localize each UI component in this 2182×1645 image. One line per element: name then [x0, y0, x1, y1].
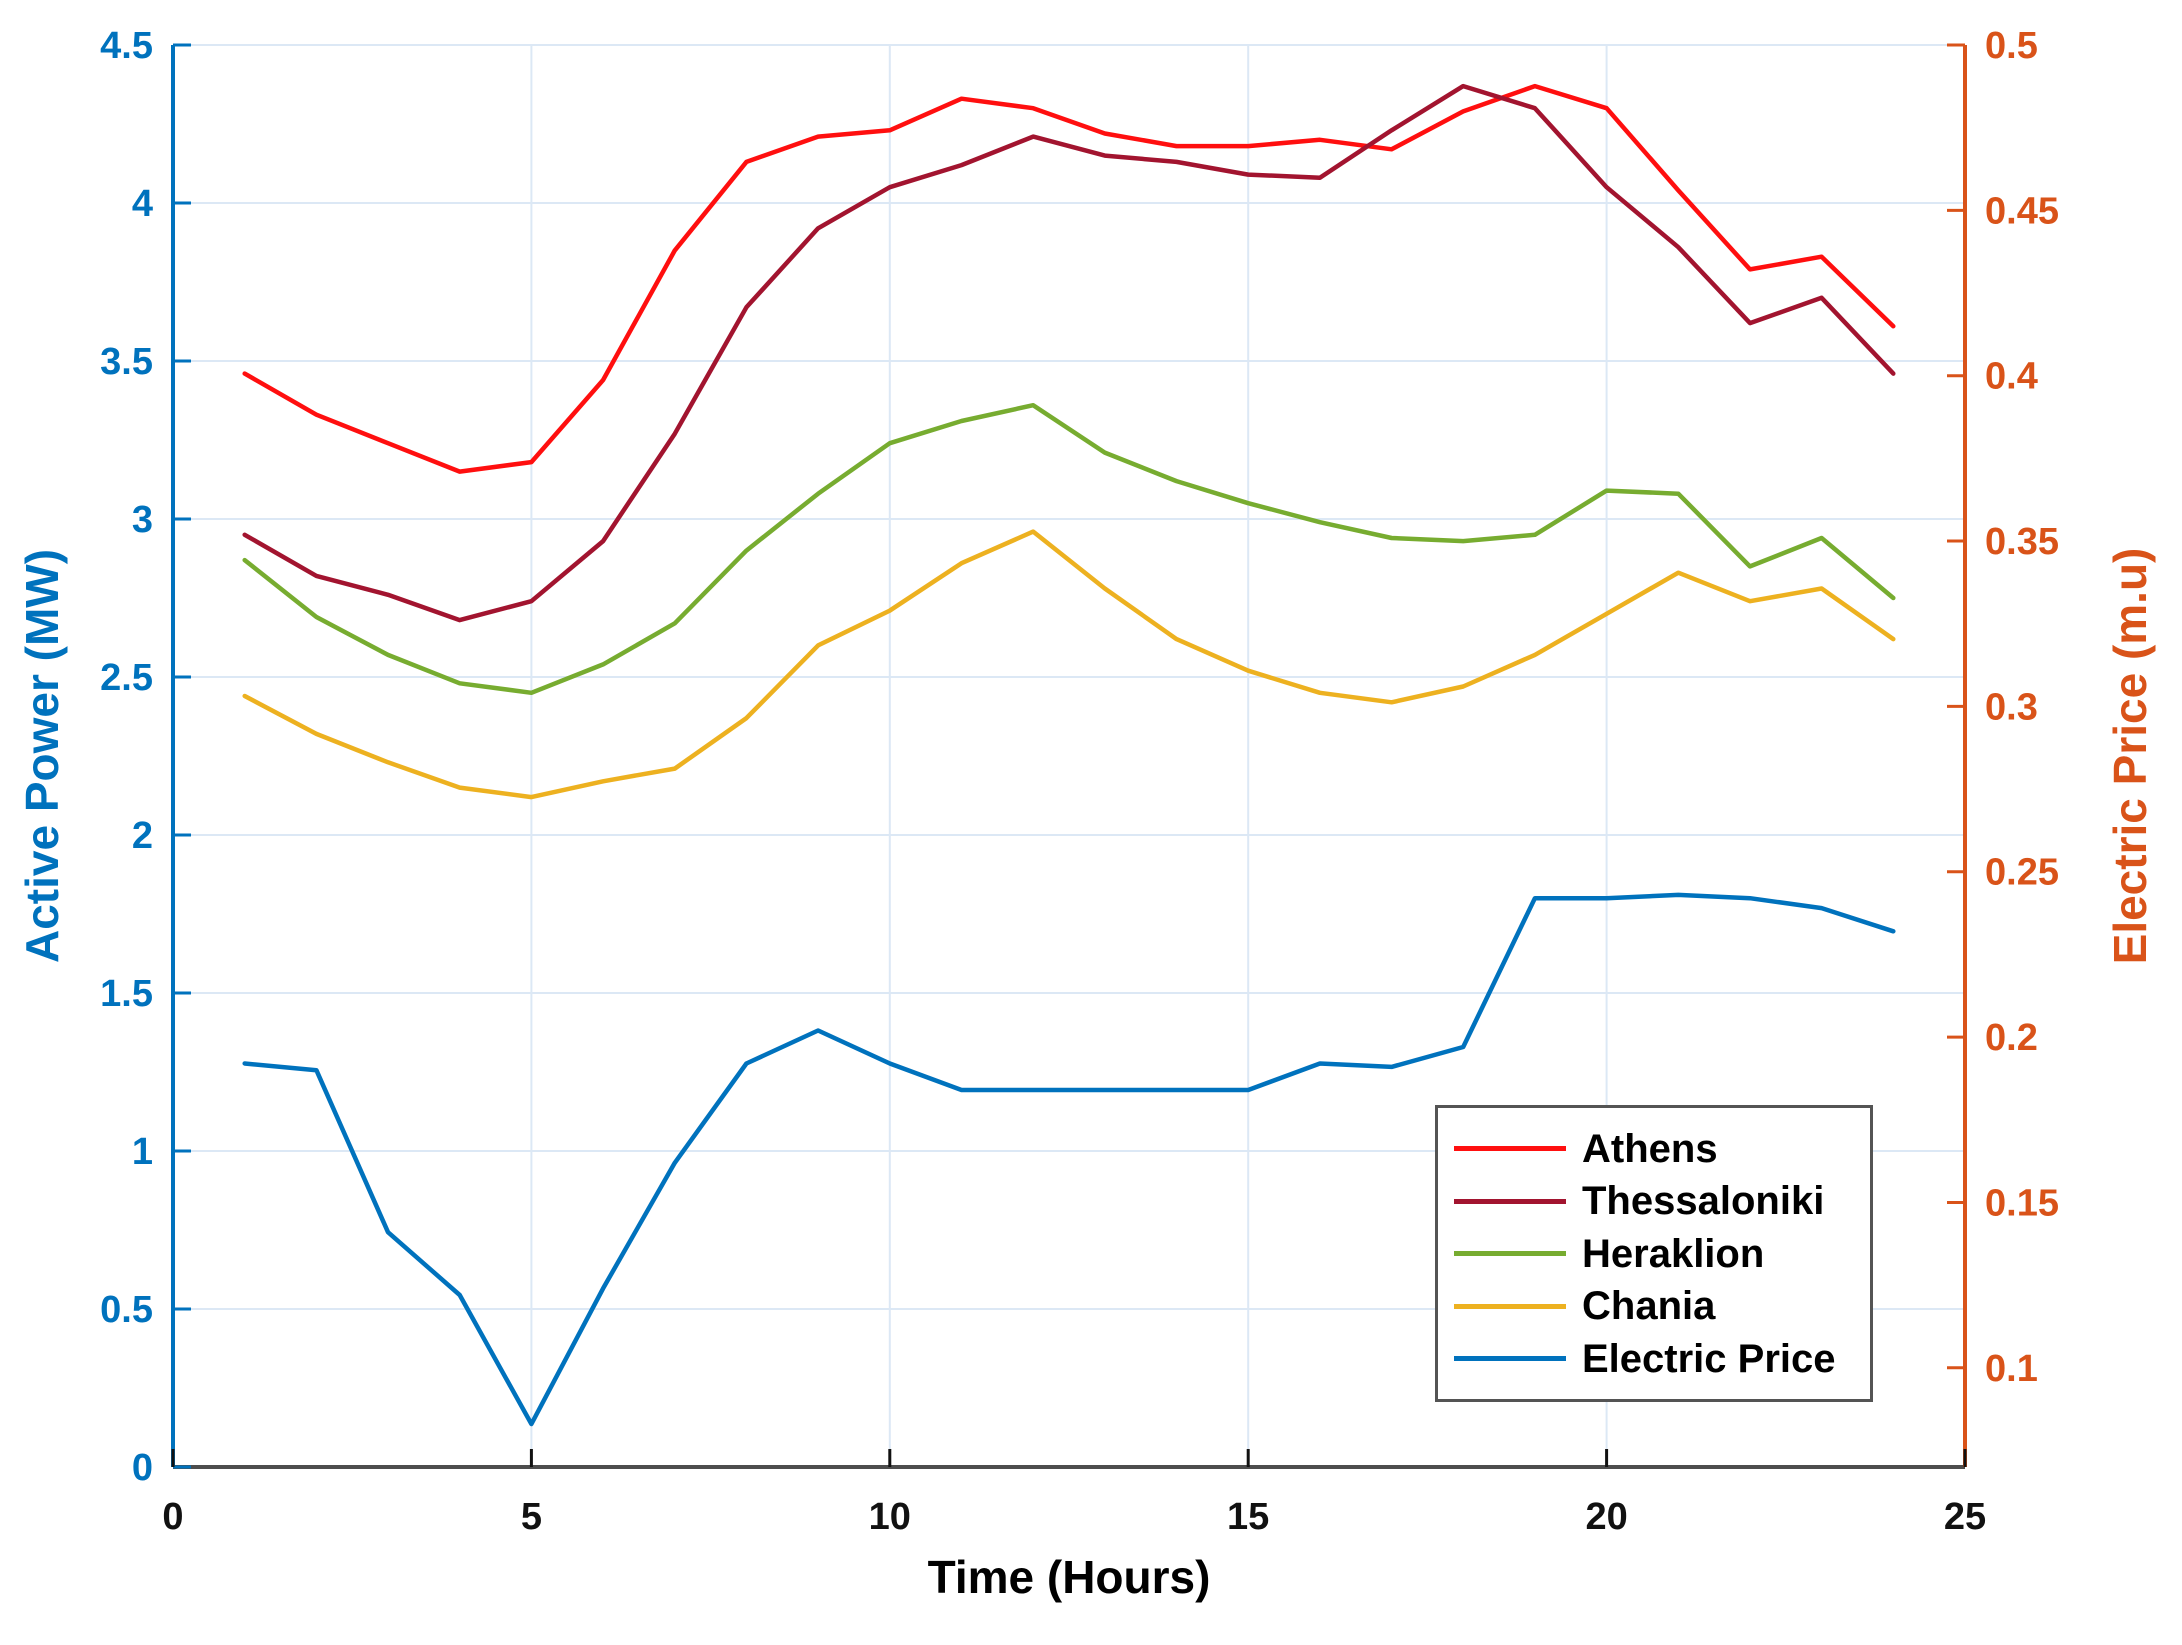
x-tick-label: 25 — [1944, 1496, 1986, 1538]
series-line-chania — [242, 529, 1896, 800]
legend-label: Heraklion — [1582, 1231, 1765, 1276]
left-tick-label: 2.5 — [100, 657, 153, 699]
legend-line-sample — [1454, 1146, 1566, 1151]
legend-line-sample — [1454, 1251, 1566, 1256]
series-line-athens — [242, 83, 1896, 474]
x-tick-label: 20 — [1585, 1496, 1627, 1538]
x-tick-label: 5 — [521, 1496, 542, 1538]
right-tick-label: 0.45 — [1985, 190, 2059, 232]
legend-label: Athens — [1582, 1126, 1718, 1171]
right-tick-label: 0.15 — [1985, 1182, 2059, 1224]
legend-item: Heraklion — [1454, 1234, 1862, 1274]
left-tick-label: 2 — [132, 815, 153, 857]
x-tick-label: 15 — [1227, 1496, 1269, 1538]
right-tick-label: 0.2 — [1985, 1017, 2038, 1059]
left-tick-label: 4.5 — [100, 25, 153, 67]
legend-label: Electric Price — [1582, 1336, 1836, 1381]
legend-item: Electric Price — [1454, 1339, 1862, 1379]
legend-item: Athens — [1454, 1129, 1862, 1169]
right-tick-label: 0.25 — [1985, 852, 2059, 894]
x-tick-label: 10 — [869, 1496, 911, 1538]
right-tick-label: 0.5 — [1985, 25, 2038, 67]
legend-label: Chania — [1582, 1284, 1716, 1328]
left-tick-label: 4 — [132, 183, 153, 225]
x-axis-ticks: 0 5 10 15 20 25 — [162, 1449, 1986, 1538]
right-tick-label: 0.1 — [1985, 1348, 2038, 1390]
legend-line-sample — [1454, 1303, 1566, 1309]
left-tick-label: 1 — [132, 1131, 153, 1173]
left-axis-title: Active Power (MW) — [16, 548, 68, 964]
right-tick-label: 0.4 — [1985, 356, 2038, 398]
right-tick-label: 0.35 — [1985, 521, 2059, 563]
left-tick-label: 0 — [132, 1447, 153, 1489]
legend-item: Thessaloniki — [1454, 1181, 1862, 1221]
x-tick-label: 0 — [162, 1496, 183, 1538]
legend: Athens Thessaloniki Heraklion Chania Electri… — [1435, 1105, 1873, 1402]
right-axis-ticks: 0.1 0.15 0.2 0.25 0.3 0.35 0.4 0.45 0.5 — [1947, 25, 2059, 1390]
left-tick-label: 3 — [132, 499, 153, 541]
series-line-thessaloniki — [242, 83, 1896, 623]
series-line-heraklion — [242, 402, 1896, 696]
legend-line-sample — [1454, 1356, 1566, 1361]
right-tick-label: 0.3 — [1985, 686, 2038, 728]
left-tick-label: 1.5 — [100, 973, 153, 1015]
left-tick-label: 3.5 — [100, 341, 153, 383]
right-axis-title: Electric Price (m.u) — [2104, 547, 2156, 965]
series-line-electric-price — [242, 892, 1896, 1427]
legend-label: Thessaloniki — [1582, 1179, 1825, 1223]
x-axis-title: Time (Hours) — [927, 1551, 1211, 1603]
legend-item: Chania — [1454, 1286, 1862, 1326]
left-axis-ticks: 0 0.5 1 1.5 2 2.5 3 3.5 4 4.5 — [100, 25, 191, 1489]
left-tick-label: 0.5 — [100, 1289, 153, 1331]
legend-line-sample — [1454, 1198, 1566, 1204]
